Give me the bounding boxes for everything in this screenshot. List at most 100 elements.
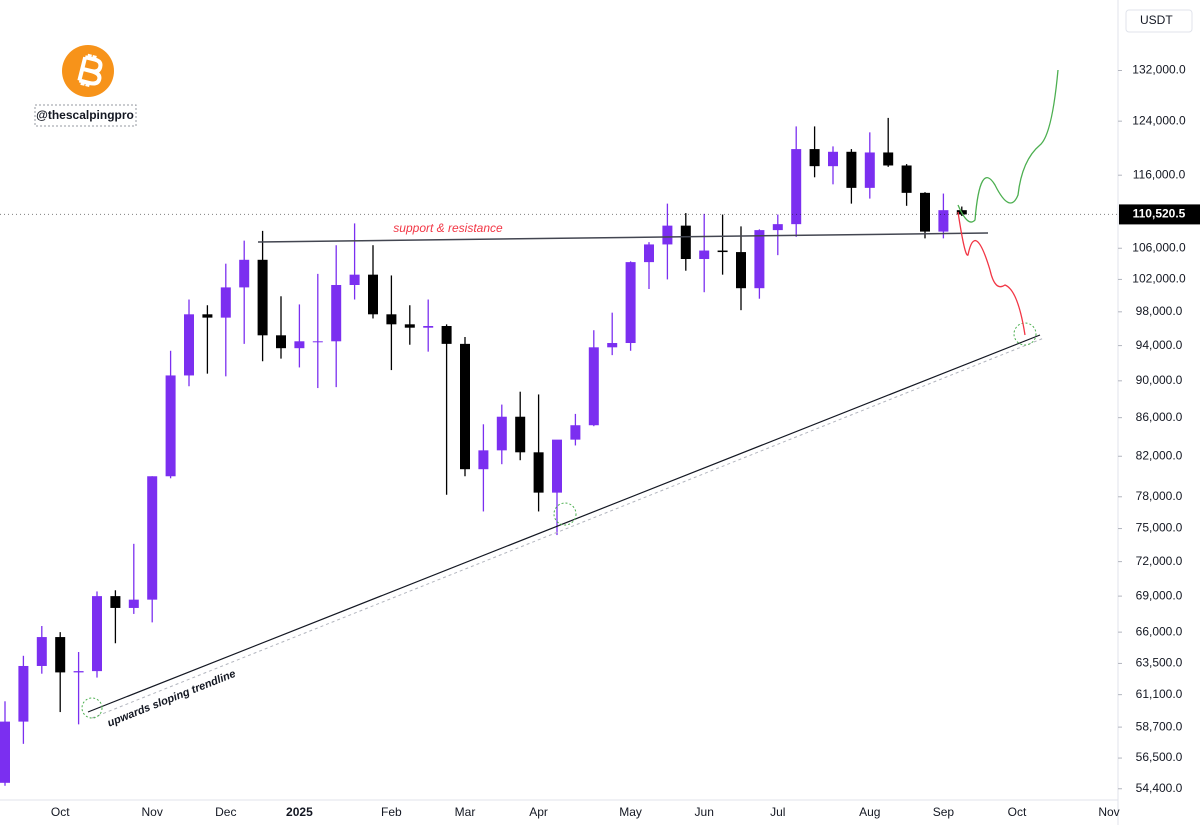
candle-body	[184, 314, 194, 376]
candle-body	[18, 665, 29, 722]
last-price-label: 110,520.5	[1133, 207, 1186, 221]
candle-body	[772, 224, 783, 231]
candle-body	[55, 637, 66, 673]
y-tick-label: 61,100.0	[1136, 687, 1183, 701]
candle-body	[460, 343, 470, 470]
x-tick-label: Aug	[859, 805, 880, 819]
candle-body	[515, 416, 526, 453]
candle-body	[73, 671, 84, 673]
touch-marker	[553, 502, 577, 526]
candle-body	[607, 343, 618, 348]
candle-body	[625, 262, 636, 344]
bitcoin-glyph	[77, 53, 103, 88]
candle-body	[570, 425, 581, 440]
candle-body	[588, 347, 599, 426]
y-tick-label: 116,000.0	[1133, 167, 1186, 181]
y-tick-label: 63,500.0	[1136, 656, 1183, 670]
candle-body	[312, 341, 323, 343]
candle-body	[791, 149, 802, 225]
candle-body	[92, 596, 102, 672]
candle-body	[717, 250, 728, 253]
y-tick-label: 106,000.0	[1132, 240, 1186, 254]
candle-body	[699, 250, 710, 260]
y-tick-label: 56,500.0	[1136, 750, 1183, 764]
candle-body	[552, 439, 562, 493]
candle-body	[920, 192, 930, 232]
y-tick-label: 86,000.0	[1136, 410, 1183, 424]
x-tick-label: Feb	[381, 805, 402, 819]
x-tick-label: Oct	[51, 805, 70, 819]
y-tick-label: 82,000.0	[1136, 448, 1183, 462]
candle-body	[36, 637, 47, 666]
y-tick-label: 72,000.0	[1136, 554, 1183, 568]
candle-body	[386, 314, 397, 325]
bullish-projection	[957, 69, 1059, 223]
candle-body	[828, 151, 838, 167]
last-price-box	[1119, 204, 1200, 225]
candle-body	[349, 274, 360, 285]
candle-body	[331, 284, 342, 342]
time-axis: Oct Nov Dec 2025 Feb Mar Apr May Jun Jul Aug Sep Oct…	[51, 805, 1120, 819]
candle-body	[257, 259, 268, 336]
x-tick-label: Oct	[1008, 805, 1027, 819]
candle-body	[496, 416, 507, 451]
trendline-shadow	[91, 337, 1045, 719]
candle-body	[294, 341, 305, 349]
candle-body	[901, 165, 912, 193]
x-tick-label: 2025	[286, 805, 313, 819]
candle-body	[147, 476, 158, 600]
currency-label: USDT	[1140, 13, 1173, 27]
y-tick-label: 58,700.0	[1136, 719, 1183, 733]
candle-body	[809, 149, 820, 167]
candle-body	[202, 314, 213, 318]
candle-body	[220, 287, 231, 318]
y-tick-label: 94,000.0	[1136, 338, 1183, 352]
candle-body	[441, 326, 452, 344]
y-tick-label: 132,000.0	[1132, 63, 1186, 77]
support-resistance-label: support & resistance	[393, 221, 503, 235]
x-tick-label: Jul	[770, 805, 785, 819]
candle-body	[864, 152, 875, 188]
x-tick-label: Dec	[215, 805, 236, 819]
candle-body	[883, 152, 894, 166]
logo	[62, 45, 114, 97]
y-tick-label: 69,000.0	[1136, 588, 1183, 602]
candle-body	[533, 452, 544, 493]
candle-body	[478, 450, 489, 470]
x-tick-label: Nov	[1098, 805, 1119, 819]
candle-body	[680, 225, 691, 260]
candle-body	[662, 225, 673, 245]
candle-body	[110, 596, 121, 608]
y-tick-label: 54,400.0	[1136, 781, 1183, 795]
candle-body	[423, 326, 434, 328]
candle-body	[368, 274, 378, 315]
price-axis: 132,000.0 124,000.0 116,000.0 106,000.0 102,…	[1118, 63, 1200, 795]
x-tick-label: May	[619, 805, 642, 819]
currency-box[interactable]	[1125, 9, 1193, 33]
x-tick-label: Apr	[529, 805, 548, 819]
candle-body	[165, 375, 176, 477]
y-tick-label: 78,000.0	[1136, 489, 1183, 503]
candle-body	[846, 151, 857, 188]
handle-box	[34, 104, 137, 127]
y-tick-label: 124,000.0	[1132, 113, 1186, 127]
plot-area	[0, 117, 1118, 786]
y-tick-label: 90,000.0	[1136, 373, 1183, 387]
y-tick-label: 98,000.0	[1136, 304, 1183, 318]
y-tick-label: 66,000.0	[1136, 624, 1183, 638]
candle-body	[276, 335, 286, 349]
touch-marker	[81, 697, 103, 719]
y-tick-label: 102,000.0	[1132, 272, 1186, 286]
x-tick-label: Jun	[695, 805, 714, 819]
x-tick-label: Sep	[933, 805, 955, 819]
y-tick-label: 75,000.0	[1136, 521, 1183, 535]
support-resistance-line[interactable]	[257, 232, 989, 243]
trendline[interactable]	[87, 334, 1041, 713]
candle-body	[128, 599, 139, 608]
bearish-projection	[957, 211, 1026, 336]
candle-body	[754, 230, 765, 289]
handle-label: @thescalpingpro	[36, 108, 134, 122]
x-tick-label: Mar	[455, 805, 476, 819]
